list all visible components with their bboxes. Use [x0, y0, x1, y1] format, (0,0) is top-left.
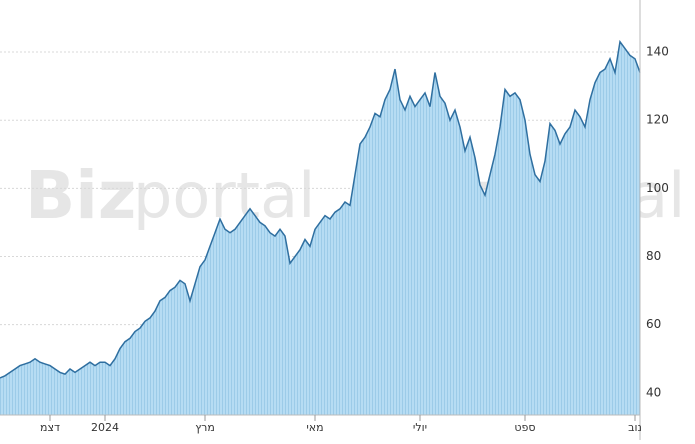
x-tick-label: 2024: [91, 421, 119, 434]
area-fill: [0, 41, 640, 416]
x-tick-label: ספט: [514, 421, 535, 434]
y-tick-label: 40: [646, 385, 661, 399]
x-tick-label: דצמ: [40, 421, 60, 434]
y-tick-label: 60: [646, 317, 661, 331]
price-line: [0, 39, 641, 379]
y-tick-label: 80: [646, 249, 661, 263]
x-tick-label: נוב: [628, 421, 642, 434]
y-tick-label: 120: [646, 113, 669, 127]
x-tick-label: יולי: [413, 421, 427, 434]
watermark-light: portal: [133, 159, 315, 232]
x-tick-label: מרץ: [195, 421, 215, 434]
x-tick-label: מאי: [306, 421, 323, 434]
watermark-bold: Biz: [25, 157, 136, 234]
y-tick-label: 140: [646, 45, 669, 59]
y-tick-label: 100: [646, 181, 669, 195]
x-axis-band: [0, 415, 695, 440]
